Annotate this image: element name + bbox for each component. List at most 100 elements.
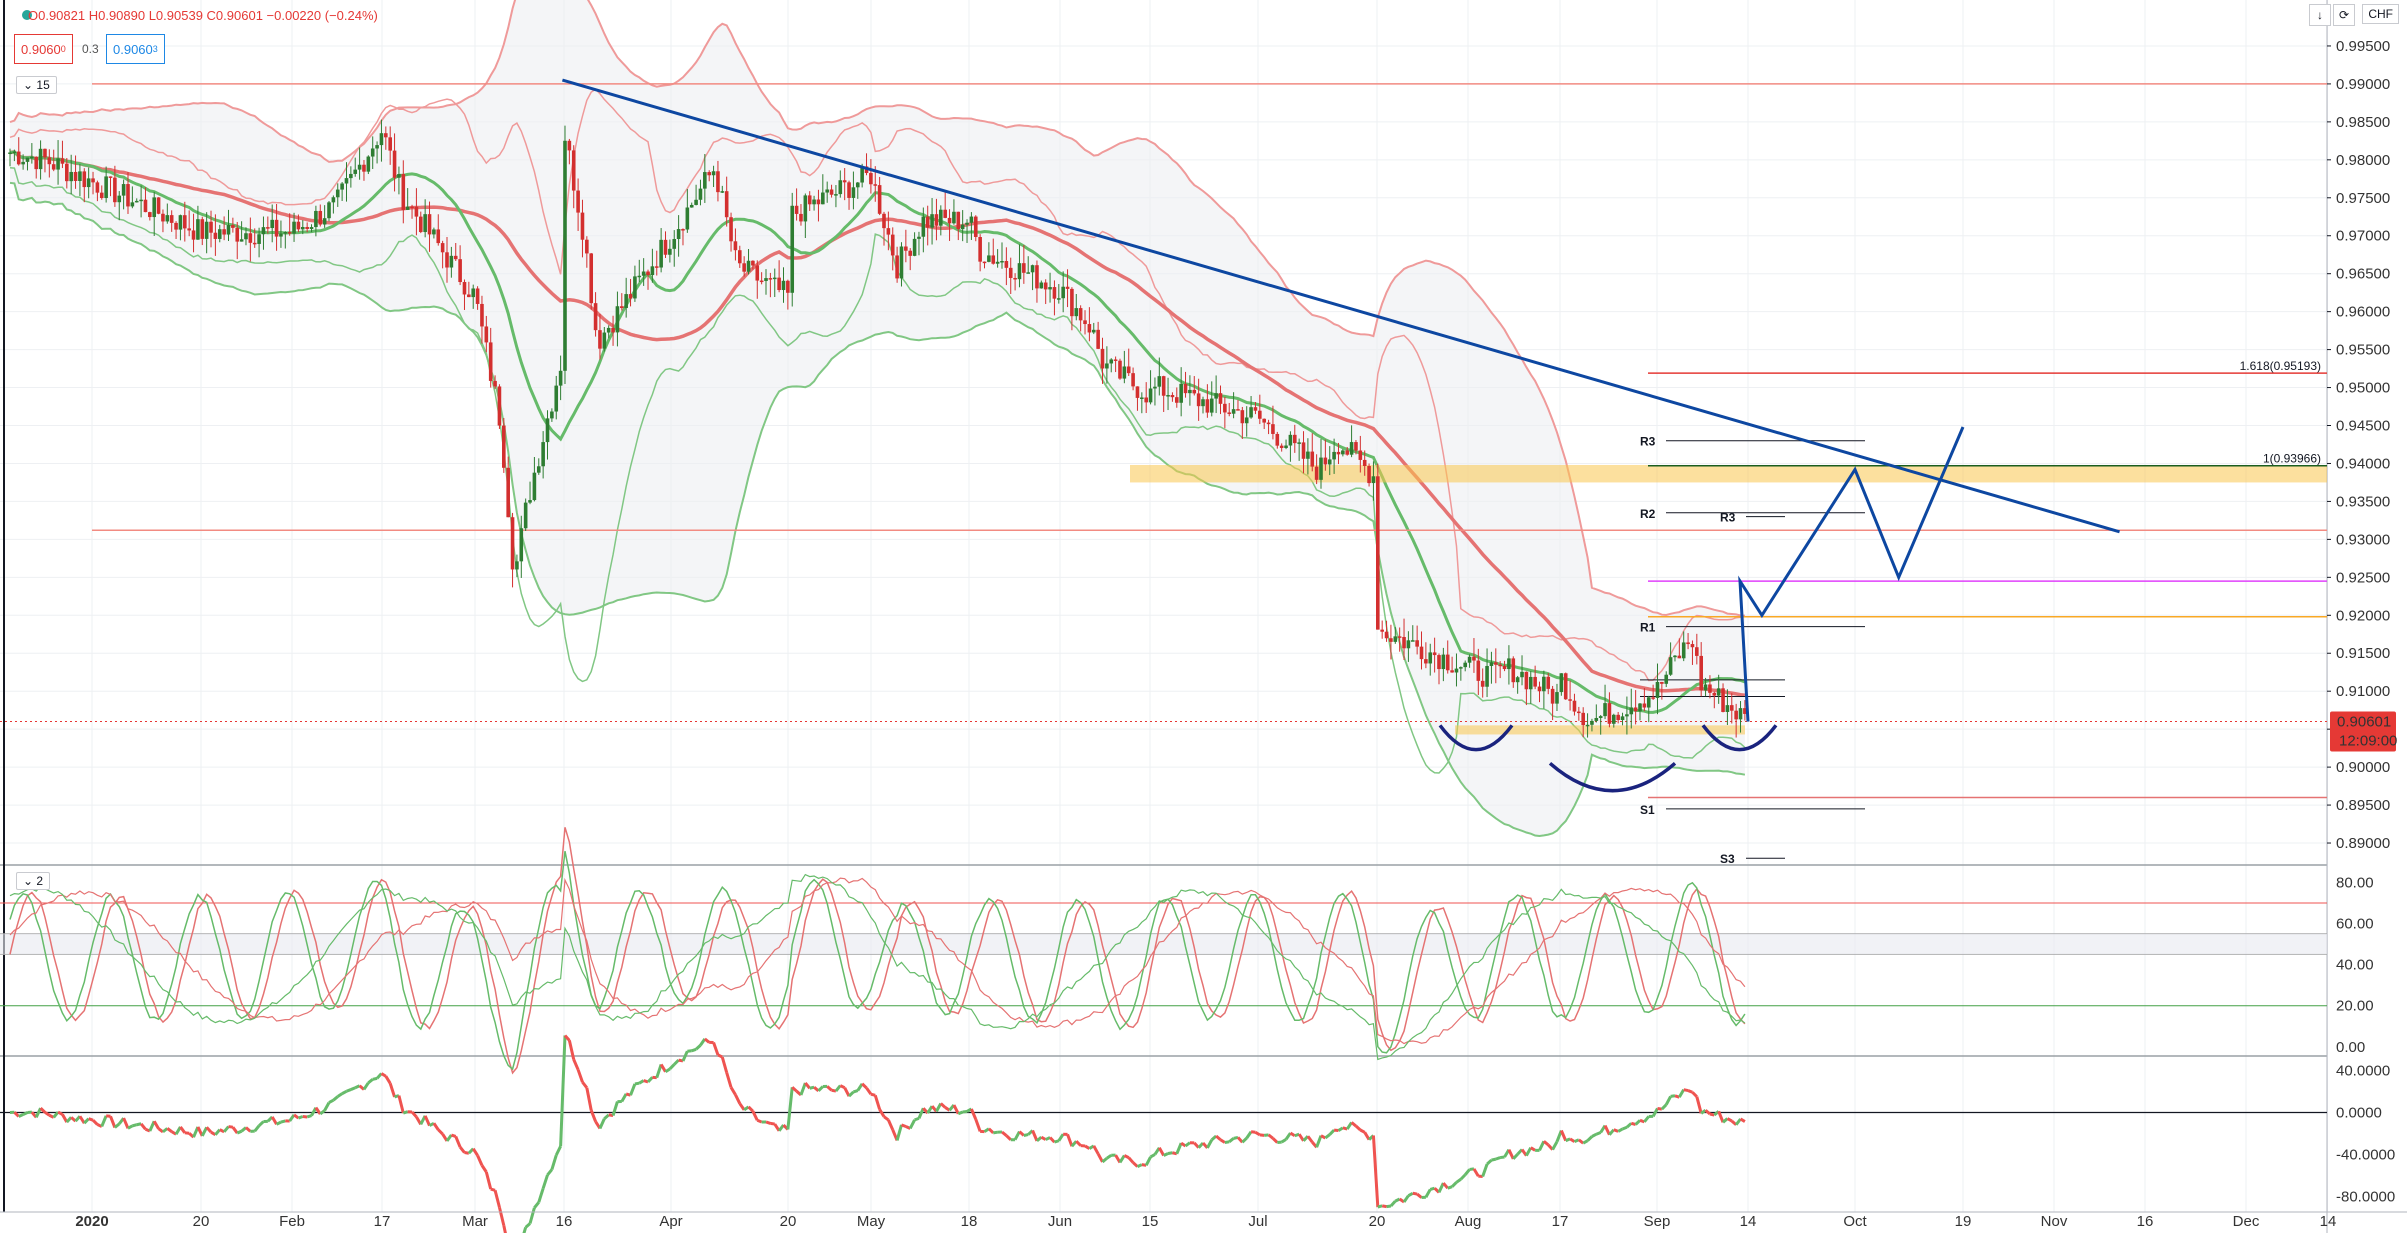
candle-body <box>384 133 388 138</box>
momentum-segment <box>1031 1129 1039 1142</box>
candle-body <box>947 217 952 224</box>
candle-body <box>602 332 607 349</box>
market-status-dot <box>22 10 32 20</box>
candle-body <box>1424 659 1428 664</box>
candle-body <box>943 209 947 218</box>
candle-body <box>134 200 139 203</box>
candle-body <box>370 148 375 157</box>
momentum-segment <box>809 1085 815 1090</box>
momentum-segment <box>695 1044 702 1051</box>
pattern-arc <box>1548 761 1677 793</box>
candle-body <box>1533 676 1537 687</box>
momentum-segment <box>914 1116 920 1122</box>
price-tick-label: 0.93000 <box>2336 531 2390 548</box>
candle-body <box>1568 699 1572 701</box>
momentum-segment <box>681 1050 689 1062</box>
momentum-segment <box>944 1106 951 1112</box>
time-tick-label: 18 <box>961 1213 978 1230</box>
momentum-segment <box>1141 1163 1147 1167</box>
candle-body <box>1428 652 1433 664</box>
momentum-segment <box>319 1109 326 1116</box>
candle-body <box>1729 705 1734 711</box>
momentum-segment <box>1416 1192 1423 1199</box>
momentum-segment <box>883 1115 890 1122</box>
candle-body <box>1620 716 1625 721</box>
momentum-segment <box>524 1222 532 1229</box>
momentum-segment <box>751 1110 759 1121</box>
momentum-segment <box>18 1113 24 1118</box>
candle-body <box>344 178 349 184</box>
candle-body <box>1122 366 1127 379</box>
candle-body <box>982 261 987 264</box>
momentum-segment <box>646 1076 654 1083</box>
candle-body <box>869 173 873 185</box>
momentum-segment <box>127 1124 134 1130</box>
drawings[interactable] <box>561 78 2120 793</box>
candle-body <box>1708 684 1712 693</box>
osc-band <box>0 933 2327 955</box>
candle-body <box>423 214 427 233</box>
momentum-segment <box>886 1119 895 1131</box>
candle-body <box>1354 442 1358 451</box>
momentum-segment <box>1424 1188 1432 1198</box>
candle-body <box>200 219 205 239</box>
candle-body <box>445 252 449 268</box>
candle-body <box>703 172 707 189</box>
download-icon[interactable]: ↓ <box>2309 4 2331 26</box>
candle-body <box>1140 397 1144 399</box>
momentum-segment <box>1586 1135 1593 1142</box>
oscillator-pane-button[interactable]: ⌄ 2 <box>16 872 51 890</box>
momentum-segment <box>1389 1200 1397 1208</box>
candle-body <box>733 241 738 251</box>
highlight-zones <box>1130 464 2327 735</box>
refresh-icon[interactable]: ⟳ <box>2333 4 2355 26</box>
momentum-segment <box>1245 1130 1253 1139</box>
momentum-segment <box>993 1130 998 1135</box>
candle-body <box>209 221 213 233</box>
candle-body <box>458 259 462 283</box>
momentum-segment <box>1136 1163 1143 1168</box>
stoch-d <box>9 851 1746 1071</box>
momentum-segment <box>1717 1110 1725 1123</box>
candle-body <box>1646 697 1651 708</box>
momentum-segment <box>350 1086 356 1091</box>
time-tick-label: 14 <box>2320 1213 2337 1230</box>
momentum-segment <box>113 1122 121 1129</box>
momentum-segment <box>664 1067 671 1074</box>
time-tick-label: 20 <box>780 1213 797 1230</box>
price-envelopes <box>9 0 1746 838</box>
momentum-segment <box>734 1094 742 1105</box>
momentum-segment <box>1315 1135 1323 1148</box>
candle-body <box>1057 298 1061 300</box>
momentum-segment <box>908 1119 916 1130</box>
momentum-segment <box>1639 1118 1645 1124</box>
candle-body <box>222 229 226 235</box>
candle-body <box>1703 684 1708 691</box>
candle-body <box>834 194 838 196</box>
candle-body <box>877 185 882 214</box>
time-tick-label: 15 <box>1142 1213 1159 1230</box>
momentum-segment <box>122 1117 130 1129</box>
candle-body <box>772 277 777 280</box>
candle-body <box>78 171 82 181</box>
candle-body <box>921 216 926 237</box>
time-tick-label: Apr <box>659 1213 682 1230</box>
momentum-segment <box>1573 1138 1580 1143</box>
sell-button[interactable]: 0.9060 0 <box>14 34 73 64</box>
price-tick-label: 0.97000 <box>2336 228 2390 245</box>
candle-body <box>183 215 187 229</box>
candle-body <box>266 227 270 229</box>
candle-body <box>1380 629 1384 632</box>
candle-body <box>598 330 602 349</box>
pane-collapse-button[interactable]: ⌄ 15 <box>16 76 57 94</box>
pivot-label: R2 <box>1640 507 1656 521</box>
price-tick-label: 0.99000 <box>2336 76 2390 93</box>
buy-button[interactable]: 0.9060 3 <box>106 34 165 64</box>
momentum-segment <box>157 1127 164 1134</box>
stochastic-pane <box>0 827 2327 1075</box>
candle-body <box>1660 681 1664 684</box>
momentum-segment <box>834 1084 842 1092</box>
candle-body <box>1026 272 1031 274</box>
time-tick-label: 16 <box>556 1213 573 1230</box>
